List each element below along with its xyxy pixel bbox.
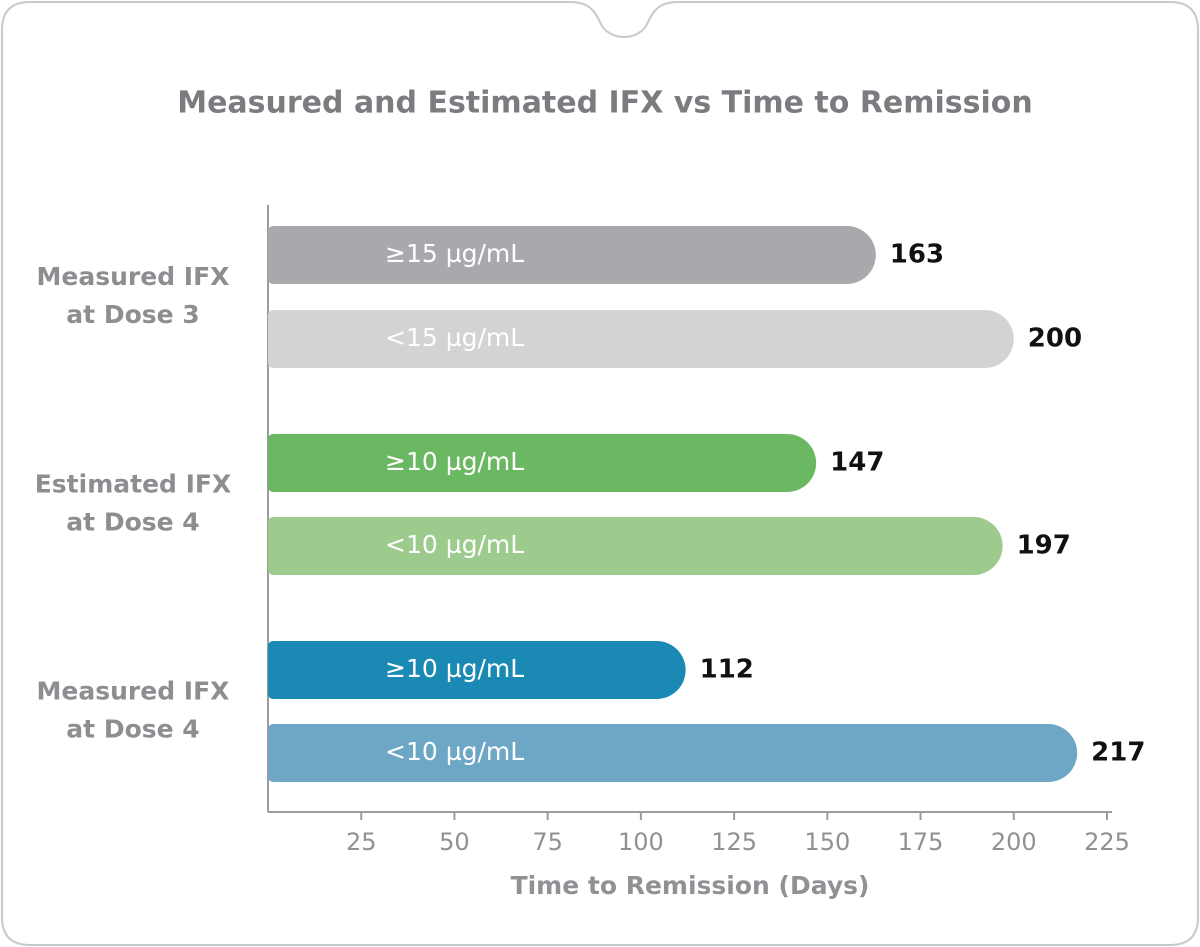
x-tick-label: 225 [1084,828,1130,856]
group-label: Measured IFX [37,262,230,291]
group-label: Estimated IFX [35,470,232,499]
x-tick-label: 25 [346,828,377,856]
bar [268,724,1078,782]
bar [268,641,686,699]
x-tick-label: 175 [898,828,944,856]
group-label: Measured IFX [37,677,230,706]
bar-label: ≥10 µg/mL [385,447,524,476]
value-label: 197 [1017,531,1071,561]
chart-title: Measured and Estimated IFX vs Time to Re… [177,86,1033,121]
bar-label: ≥15 µg/mL [385,239,524,268]
group-label: at Dose 4 [66,715,199,744]
value-label: 217 [1091,738,1145,768]
x-tick-label: 50 [439,828,470,856]
bar-label: <10 µg/mL [385,737,524,766]
bar-label: ≥10 µg/mL [385,654,524,683]
x-tick-label: 150 [804,828,850,856]
bar-label: <15 µg/mL [385,323,524,352]
group-label: at Dose 3 [66,300,199,329]
bar-label: <10 µg/mL [385,530,524,559]
x-axis-title: Time to Remission (Days) [511,871,870,900]
value-label: 200 [1028,324,1082,354]
x-tick-label: 100 [618,828,664,856]
value-label: 147 [830,448,884,478]
bar [268,310,1014,368]
x-tick-label: 200 [991,828,1037,856]
bar [268,226,876,284]
bar [268,517,1003,575]
x-tick-label: 125 [711,828,757,856]
x-tick-label: 75 [532,828,563,856]
group-label: at Dose 4 [66,508,199,537]
value-label: 163 [890,240,944,270]
value-label: 112 [700,655,754,685]
bar [268,434,817,492]
